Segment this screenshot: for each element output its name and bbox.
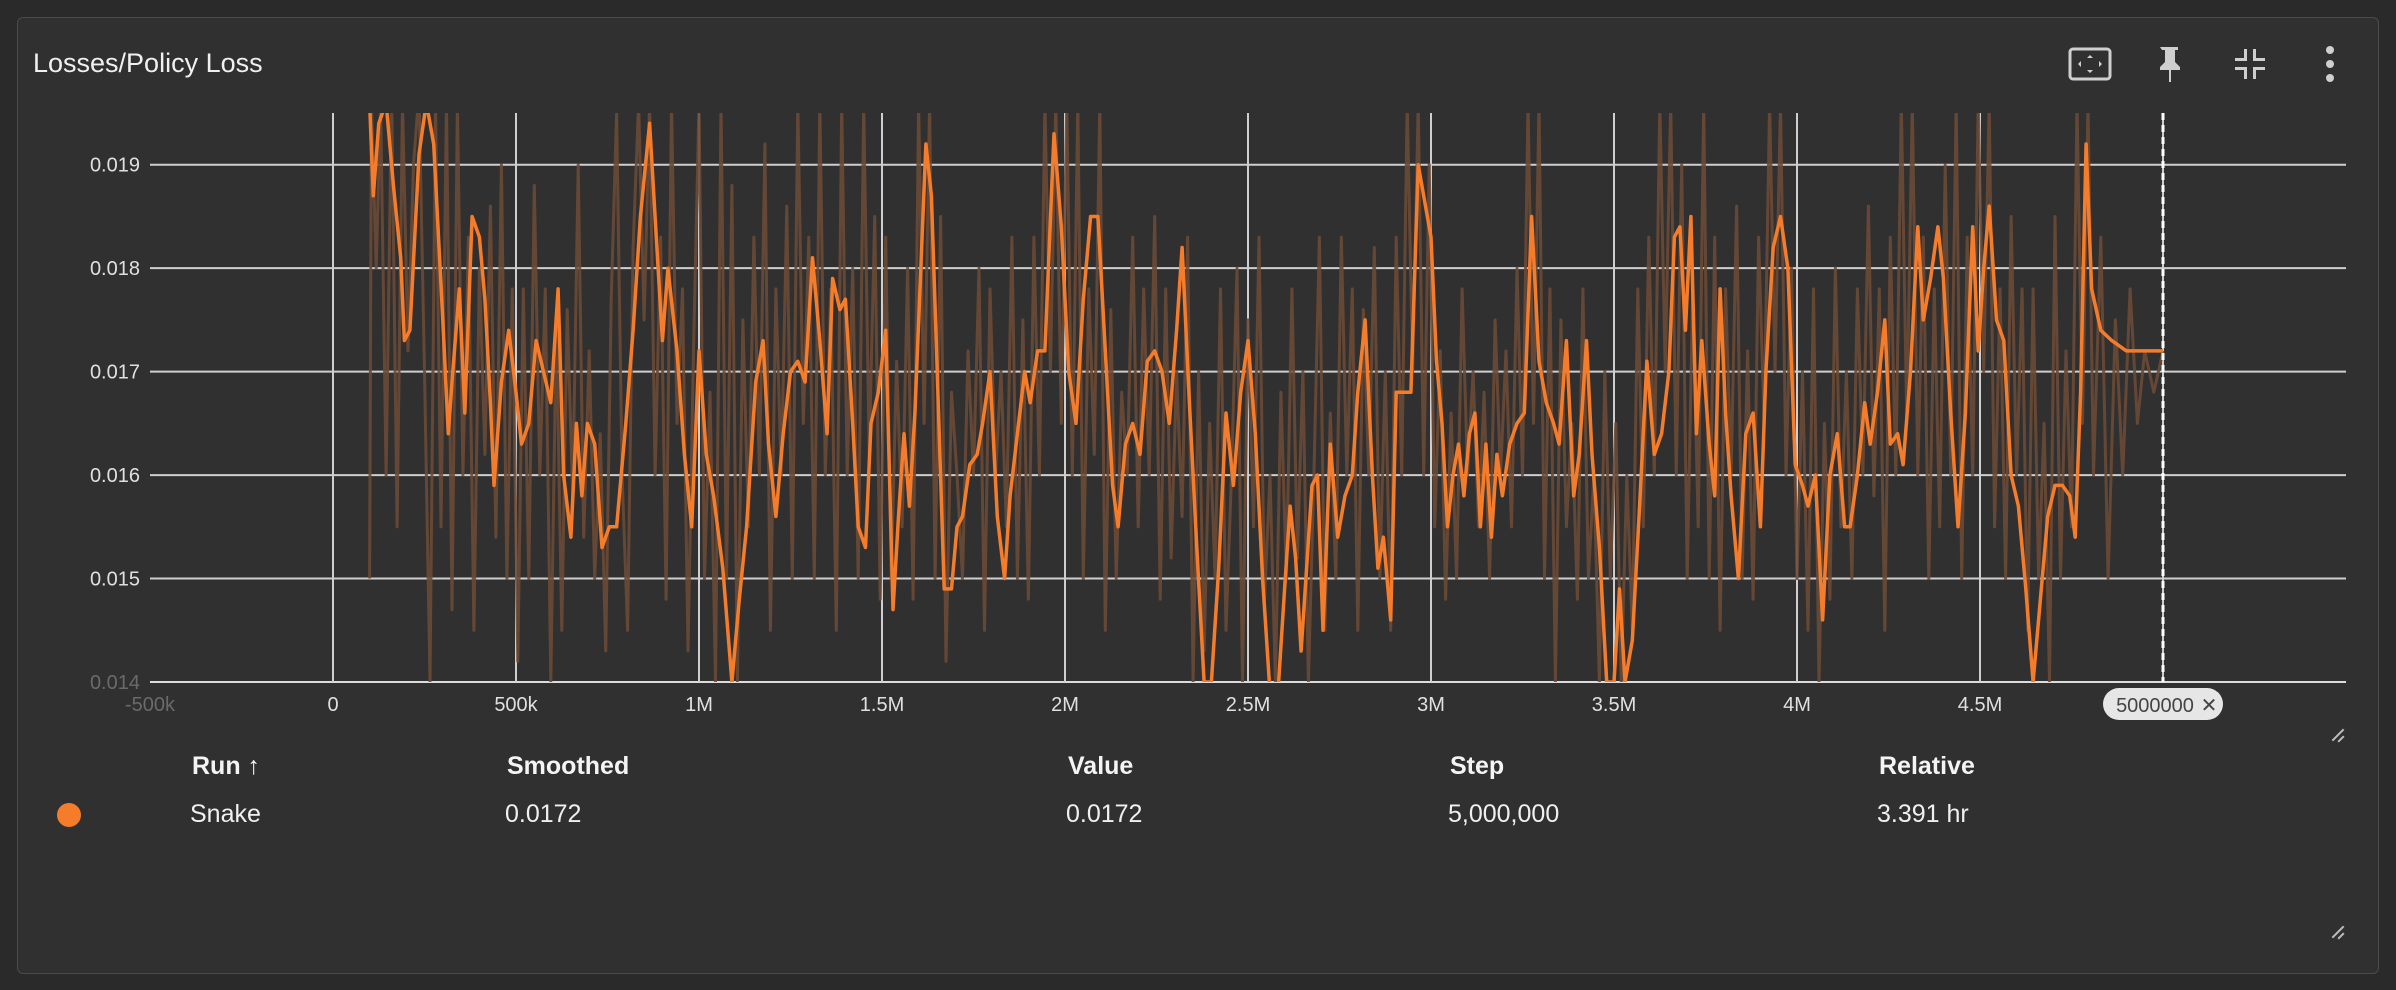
x-tick-label: 2.5M [1226, 694, 1270, 716]
y-tick-label: 0.016 [90, 465, 140, 487]
y-tick-label: 0.015 [90, 569, 140, 591]
step-cursor-chip [2103, 688, 2223, 720]
run-color-swatch [57, 803, 81, 827]
smoothed-series-line [368, 113, 2163, 682]
cell-relative: 3.391 hr [1877, 800, 1969, 828]
y-tick-label: 0.014 [90, 672, 140, 694]
col-header-relative[interactable]: Relative [1879, 752, 1975, 780]
x-tick-label: 1.5M [860, 694, 904, 716]
col-header-smoothed[interactable]: Smoothed [507, 752, 630, 780]
card-resize-handle[interactable] [2331, 925, 2345, 939]
pin-icon [2160, 47, 2180, 82]
scalar-card [17, 17, 2379, 974]
cell-value: 0.0172 [1066, 800, 1143, 828]
x-tick-label: 0 [327, 694, 338, 716]
chart-resize-handle[interactable] [2331, 728, 2345, 742]
x-tick-label: 4M [1783, 694, 1811, 716]
x-tick-label: 3M [1417, 694, 1445, 716]
fit-domain-button[interactable] [2068, 42, 2112, 86]
more-options-button[interactable] [2308, 42, 2352, 86]
fit-to-screen-icon [2068, 47, 2112, 81]
close-icon[interactable]: ✕ [2201, 695, 2218, 717]
more-vert-icon [2326, 46, 2334, 82]
cell-smoothed: 0.0172 [505, 800, 582, 828]
pin-button[interactable] [2147, 42, 2191, 86]
x-tick-label: 500k [494, 694, 538, 716]
cell-run: Snake [190, 800, 261, 828]
x-tick-label: 2M [1051, 694, 1079, 716]
col-header-run[interactable]: Run ↑ [192, 752, 261, 780]
col-header-value[interactable]: Value [1068, 752, 1134, 780]
raw-series-line [368, 113, 2165, 682]
y-tick-label: 0.019 [90, 155, 140, 177]
step-cursor-label: 5000000 [2116, 695, 2194, 717]
x-tick-label: 1M [685, 694, 713, 716]
y-tick-label: 0.017 [90, 362, 140, 384]
x-tick-label: -500k [125, 694, 176, 716]
x-tick-label: 4.5M [1958, 694, 2002, 716]
x-tick-label: 3.5M [1592, 694, 1636, 716]
card-title: Losses/Policy Loss [33, 48, 263, 78]
col-header-step[interactable]: Step [1450, 752, 1505, 780]
cell-step: 5,000,000 [1448, 800, 1560, 828]
y-tick-label: 0.018 [90, 258, 140, 280]
